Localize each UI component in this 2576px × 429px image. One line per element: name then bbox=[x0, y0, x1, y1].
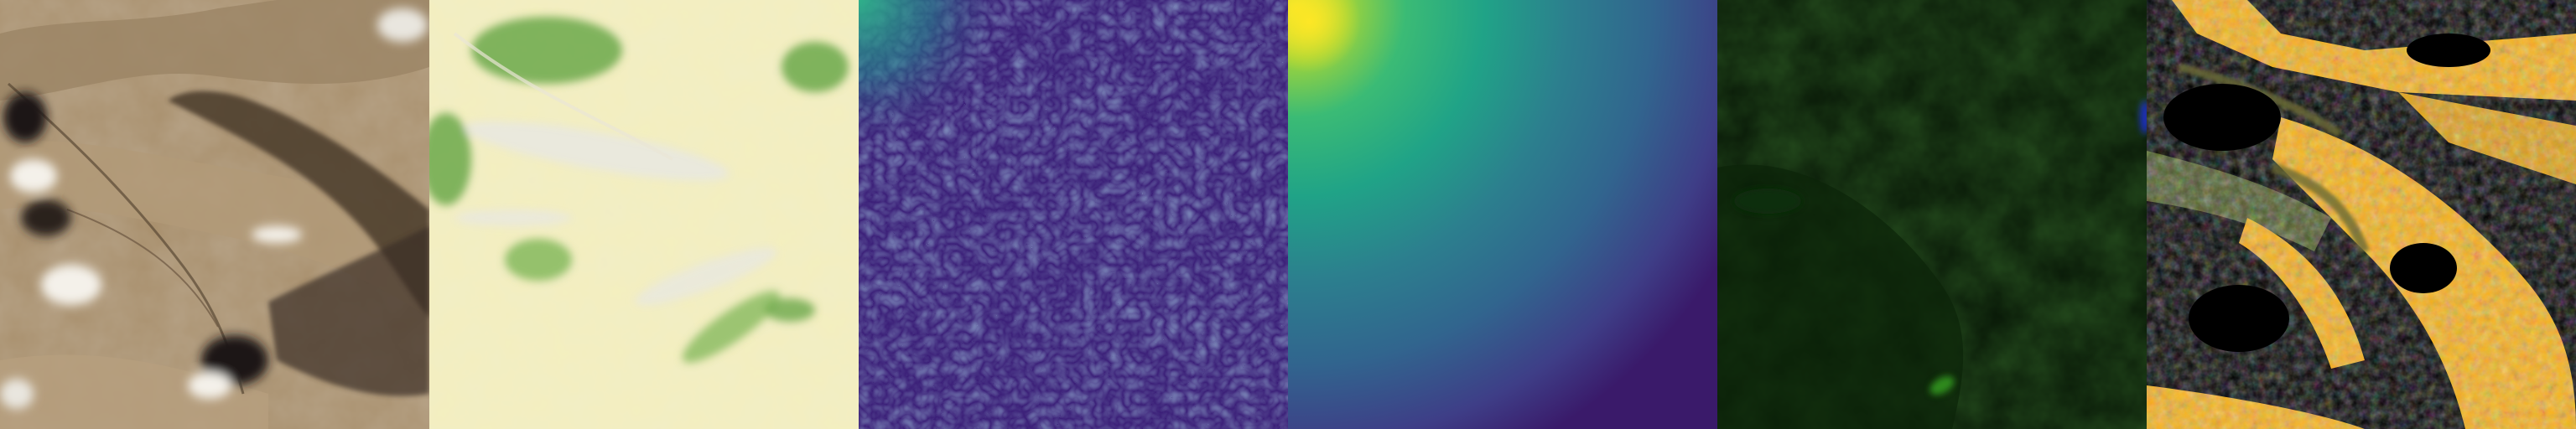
dark-green-channel-image bbox=[1717, 0, 2147, 429]
distance-gradient-panel bbox=[1288, 0, 1717, 429]
texture-heatmap-panel bbox=[859, 0, 1288, 429]
satellite-true-color-panel bbox=[0, 0, 429, 429]
vegetation-index-image bbox=[429, 0, 859, 429]
texture-heatmap-image bbox=[859, 0, 1288, 429]
vegetation-index-panel bbox=[429, 0, 859, 429]
dark-green-channel-panel bbox=[1717, 0, 2147, 429]
orange-mask-overlay-panel bbox=[2147, 0, 2576, 429]
satellite-true-color-image bbox=[0, 0, 429, 429]
distance-gradient-image bbox=[1288, 0, 1717, 429]
orange-mask-overlay-image bbox=[2147, 0, 2576, 429]
